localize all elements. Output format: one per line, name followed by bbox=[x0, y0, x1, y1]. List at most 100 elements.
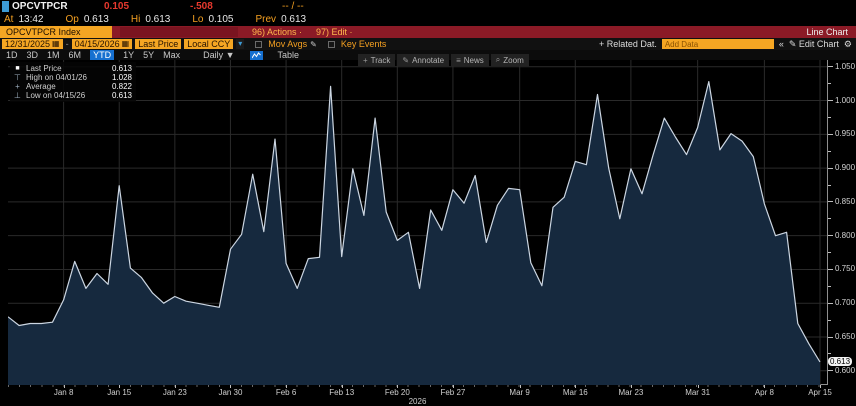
view-title: Line Chart bbox=[806, 27, 848, 37]
quote-field-label: Op bbox=[65, 14, 79, 25]
period-select[interactable]: Daily ▼ bbox=[203, 50, 235, 60]
chart-tools-strip: + Track ✎ Annotate ≡ News ⌕ Zoom bbox=[358, 54, 529, 66]
mov-avgs-label[interactable]: Mov Avgs bbox=[268, 39, 308, 49]
chart-tool-annotate[interactable]: ✎ Annotate bbox=[397, 54, 450, 66]
date-axis[interactable]: Jan 8 Jan 15 Jan 23 Jan 30 Feb 6 Feb 13 Feb 20… bbox=[0, 385, 856, 406]
date-axis-tick bbox=[63, 385, 65, 388]
price-axis-tick bbox=[828, 285, 831, 287]
related-data-button[interactable]: + Related Dat. bbox=[599, 39, 657, 49]
date-from-field[interactable]: 12/31/2025 ▦ bbox=[2, 39, 63, 49]
date-axis-label: Mar 31 bbox=[685, 388, 711, 397]
collapse-icon[interactable]: « bbox=[778, 39, 784, 49]
quote-field-value: 0.613 bbox=[83, 14, 109, 25]
price-axis-label: 0.600 bbox=[835, 365, 856, 375]
legend-label: Last Price bbox=[26, 64, 62, 73]
chart-toolbar: 12/31/2025 ▦ - 04/15/2026 ▦ Last Price L… bbox=[0, 38, 856, 50]
date-axis-label: Jan 15 bbox=[107, 388, 132, 397]
range-tab-1d[interactable]: 1D bbox=[6, 50, 18, 60]
date-axis-label: Apr 15 bbox=[808, 388, 832, 397]
chart-type-icon[interactable] bbox=[249, 50, 263, 60]
annotate-icon: ✎ bbox=[402, 55, 410, 65]
date-axis-year: 2026 bbox=[408, 397, 427, 406]
price-plot[interactable]: + Track ✎ Annotate ≡ News ⌕ Zoom ■ Last Price 0.6… bbox=[8, 54, 827, 385]
date-axis-tick bbox=[764, 385, 766, 388]
date-to-field[interactable]: 04/15/2026 ▦ bbox=[71, 39, 133, 49]
date-axis-tick bbox=[341, 385, 343, 388]
range-tab-max[interactable]: Max bbox=[163, 50, 181, 60]
chart-tool-zoom[interactable]: ⌕ Zoom bbox=[490, 54, 529, 66]
price-axis[interactable]: 0.600 0.650 0.700 0.750 0.800 0.850 0.900 0.950… bbox=[827, 60, 855, 385]
chart-tool-label: News bbox=[463, 55, 484, 65]
price-axis-label: 0.900 bbox=[835, 163, 856, 173]
price-axis-tick bbox=[828, 353, 831, 355]
mov-avgs-checkbox[interactable] bbox=[255, 40, 263, 48]
legend-label: High on 04/01/26 bbox=[26, 73, 87, 82]
table-button[interactable]: Table bbox=[277, 50, 300, 60]
price-area-fill bbox=[8, 81, 820, 385]
date-from-value: 12/31/2025 bbox=[5, 39, 51, 49]
pencil-icon[interactable]: ✎ bbox=[310, 39, 317, 49]
quote-line-1: OPCVTPCR 0.105 -.508 -- / -- bbox=[0, 0, 856, 13]
chart-legend[interactable]: ■ Last Price 0.613 ⊤ High on 04/01/26 1.028 + A… bbox=[10, 62, 136, 102]
date-axis-tick bbox=[230, 385, 232, 388]
calendar-icon[interactable]: ▦ bbox=[121, 39, 130, 48]
currency-select[interactable]: Local CCY bbox=[184, 39, 234, 49]
date-axis-tick bbox=[519, 385, 521, 388]
legend-value: 0.613 bbox=[111, 91, 132, 100]
actions-menu[interactable]: 96) Actions · bbox=[252, 27, 303, 37]
legend-value: 0.613 bbox=[111, 64, 132, 73]
date-axis-label: Apr 8 bbox=[754, 388, 774, 397]
quote-line-2: At 13:42 Op 0.613 Hi 0.613 Lo 0.105 Prev 0.613 bbox=[0, 13, 856, 26]
range-tab-6m[interactable]: 6M bbox=[68, 50, 82, 60]
ticker-symbol: OPCVTPCR bbox=[12, 1, 68, 12]
chart-area: + Track ✎ Annotate ≡ News ⌕ Zoom ■ Last Price 0.6… bbox=[0, 54, 856, 385]
price-axis-tick bbox=[828, 83, 831, 85]
chevron-down-icon[interactable]: ▾ bbox=[236, 39, 245, 49]
legend-label: Average bbox=[26, 82, 56, 91]
zoom-icon: ⌕ bbox=[495, 55, 501, 64]
range-tab-1m[interactable]: 1M bbox=[47, 50, 60, 60]
security-box[interactable]: OPCVTPCR Index bbox=[0, 26, 112, 38]
price-axis-tick bbox=[828, 336, 833, 338]
chart-tool-news[interactable]: ≡ News bbox=[451, 54, 489, 66]
calendar-icon[interactable]: ▦ bbox=[52, 39, 60, 48]
price-axis-tick bbox=[828, 252, 831, 254]
edit-menu[interactable]: 97) Edit · bbox=[316, 27, 353, 37]
price-axis-label: 0.850 bbox=[835, 196, 856, 206]
date-axis-label: Mar 16 bbox=[562, 388, 588, 397]
price-axis-tick bbox=[828, 319, 831, 321]
range-tab-5y[interactable]: 5Y bbox=[143, 50, 155, 60]
bid-ask: -- / -- bbox=[282, 1, 304, 12]
date-axis-tick bbox=[397, 385, 399, 388]
command-bar: OPCVTPCR Index 96) Actions · 97) Edit · … bbox=[0, 26, 856, 38]
date-axis-label: Feb 20 bbox=[384, 388, 410, 397]
range-tab-ytd[interactable]: YTD bbox=[90, 50, 115, 60]
key-events-checkbox[interactable] bbox=[327, 40, 335, 48]
price-axis-tick bbox=[828, 235, 833, 237]
price-axis-tick bbox=[828, 66, 833, 68]
chart-tool-label: Zoom bbox=[503, 55, 524, 65]
suggested-charts-ghost[interactable] bbox=[120, 27, 238, 37]
range-tab-3d[interactable]: 3D bbox=[26, 50, 39, 60]
legend-marker-icon: ■ bbox=[15, 65, 20, 72]
legend-value: 0.822 bbox=[111, 82, 132, 91]
legend-marker-icon: ⊥ bbox=[14, 91, 21, 100]
price-field-select[interactable]: Last Price bbox=[135, 39, 182, 49]
price-chart-svg bbox=[8, 60, 827, 385]
edit-chart-button[interactable]: ✎ Edit Chart bbox=[788, 38, 839, 49]
range-tab-1y[interactable]: 1Y bbox=[123, 50, 135, 60]
add-data-input[interactable] bbox=[661, 39, 774, 49]
quote-field-label: Lo bbox=[192, 14, 204, 25]
legend-label: Low on 04/15/26 bbox=[26, 91, 86, 100]
date-axis-label: Mar 23 bbox=[618, 388, 644, 397]
date-axis-tick bbox=[820, 385, 821, 388]
gear-icon[interactable]: ⚙ bbox=[843, 38, 852, 49]
legend-row: ■ Last Price 0.613 bbox=[13, 64, 132, 73]
price-axis-label: 0.750 bbox=[835, 264, 856, 274]
legend-marker-icon: ⊤ bbox=[14, 73, 21, 82]
quote-field-value: 0.613 bbox=[145, 14, 171, 25]
legend-row: + Average 0.822 bbox=[13, 82, 132, 91]
chart-tool-track[interactable]: + Track bbox=[358, 54, 396, 66]
price-axis-tick bbox=[828, 133, 833, 135]
key-events-label[interactable]: Key Events bbox=[340, 39, 387, 49]
